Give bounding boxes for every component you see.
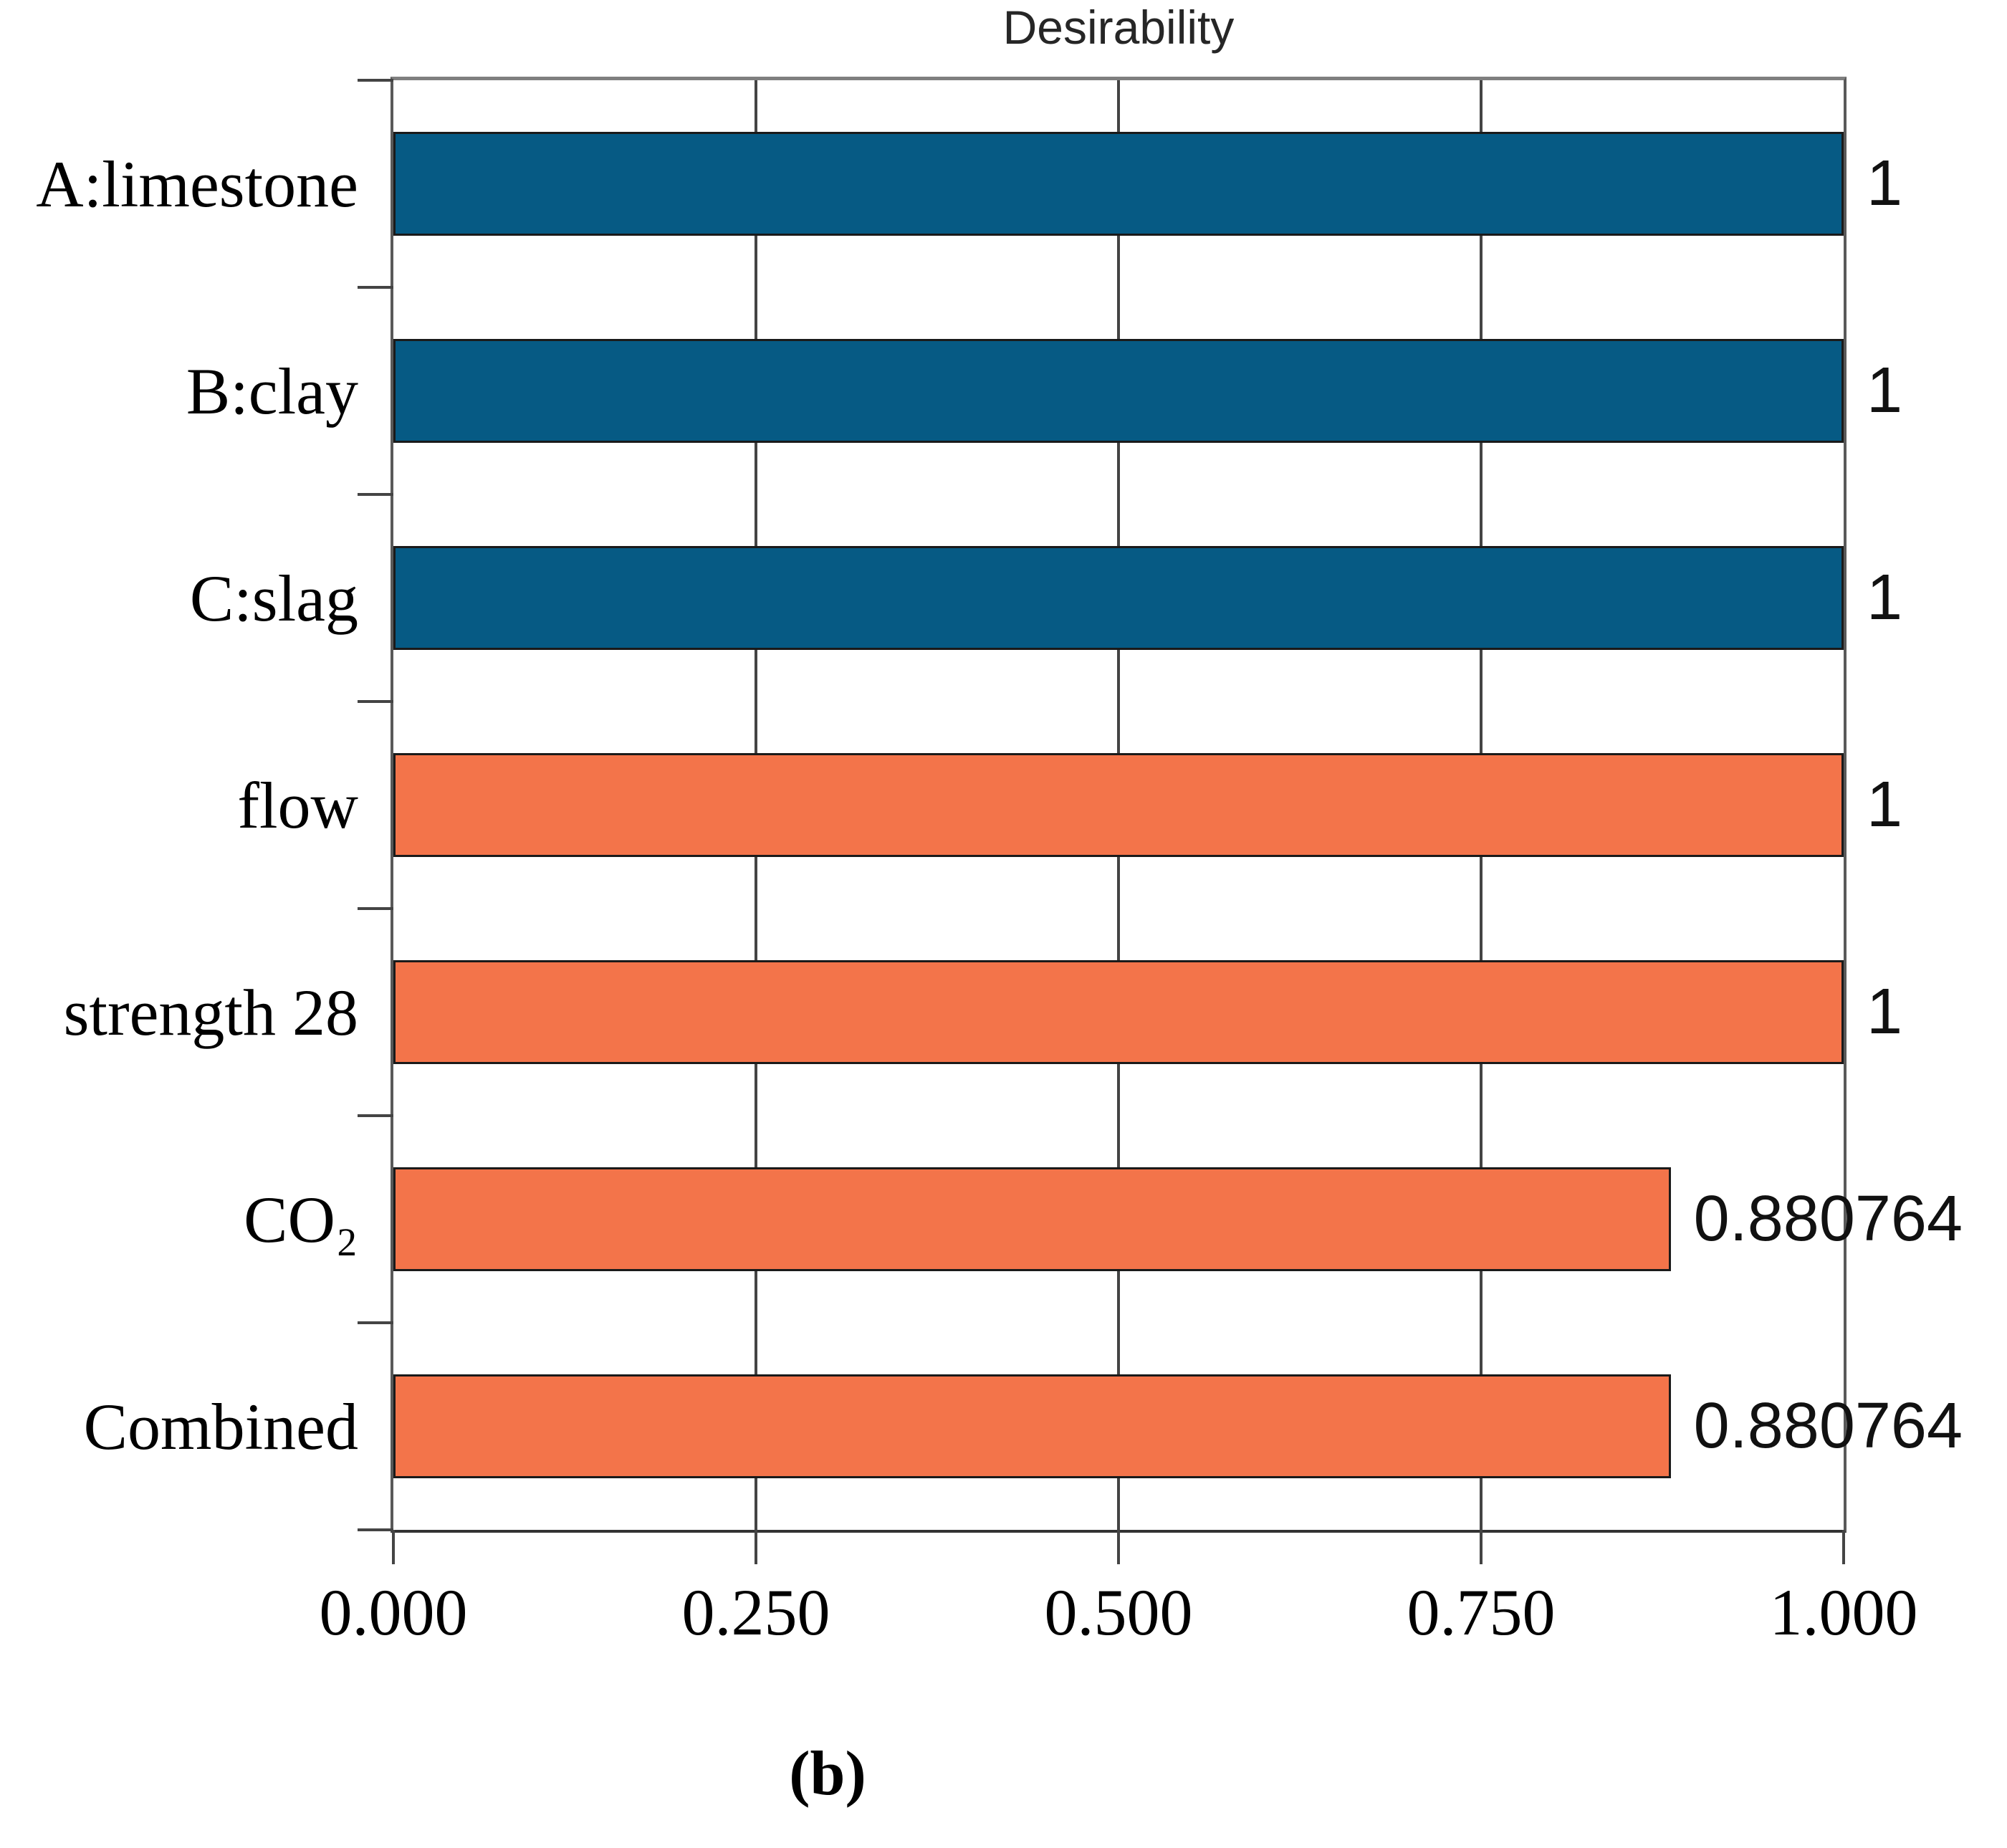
- x-axis-tick-label: 0.250: [681, 1576, 830, 1649]
- y-axis-tick: [358, 1528, 393, 1531]
- x-axis-tick: [755, 1530, 757, 1564]
- bar-value-label: 1: [1867, 976, 1903, 1048]
- category-label: B:clay: [186, 354, 358, 428]
- x-axis-tick-label: 0.500: [1044, 1576, 1193, 1649]
- y-axis-tick: [358, 286, 393, 289]
- y-axis-tick: [358, 493, 393, 496]
- bar-value-label: 0.880764: [1693, 1183, 1963, 1255]
- x-axis-tick-label: 0.000: [319, 1576, 468, 1649]
- x-axis-tick: [1480, 1530, 1483, 1564]
- x-axis-tick: [1842, 1530, 1845, 1564]
- bar-value-label: 0.880764: [1693, 1390, 1963, 1462]
- category-label: C:slag: [189, 561, 358, 635]
- y-axis-tick: [358, 1321, 393, 1324]
- category-label: strength 28: [63, 975, 358, 1049]
- category-label: A:limestone: [36, 147, 358, 221]
- chart-title: Desirability: [1002, 1, 1235, 54]
- bar-a-limestone: [393, 132, 1844, 236]
- category-label: flow: [237, 768, 358, 842]
- x-axis-tick: [392, 1530, 395, 1564]
- bar-value-label: 1: [1867, 562, 1903, 633]
- subfigure-caption: (b): [789, 1739, 866, 1809]
- y-axis-tick: [358, 700, 393, 703]
- x-axis-tick-label: 0.750: [1407, 1576, 1556, 1649]
- bar-b-clay: [393, 339, 1844, 443]
- bar-value-label: 1: [1867, 769, 1903, 841]
- bar-c-slag: [393, 546, 1844, 650]
- y-axis-tick: [358, 907, 393, 910]
- bar-strength-28: [393, 960, 1844, 1064]
- bar-flow: [393, 753, 1844, 857]
- x-axis-tick-label: 1.000: [1769, 1576, 1918, 1649]
- bar-combined: [393, 1374, 1671, 1478]
- x-axis-tick: [1117, 1530, 1120, 1564]
- bar-value-label: 1: [1867, 355, 1903, 426]
- category-label: CO₂: [244, 1182, 358, 1256]
- category-label: Combined: [83, 1389, 358, 1463]
- bar-co-: [393, 1167, 1671, 1271]
- y-axis-tick: [358, 79, 393, 82]
- y-axis-tick: [358, 1114, 393, 1117]
- bar-value-label: 1: [1867, 148, 1903, 219]
